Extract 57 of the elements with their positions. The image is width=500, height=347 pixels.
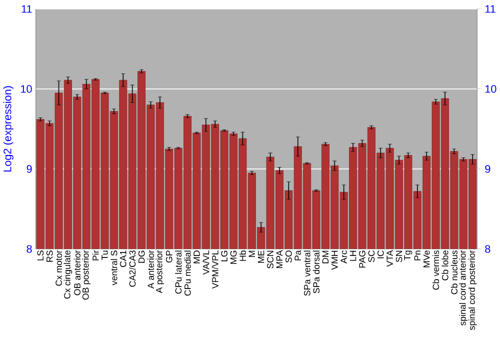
x-tick-label: Cx cingulate xyxy=(64,250,72,299)
x-tick-label: GP xyxy=(166,250,172,262)
x-tick-label: ME xyxy=(258,250,264,263)
x-tick-label: spinal cord anterior xyxy=(459,250,468,326)
x-tick-label: CA2/CA3 xyxy=(129,250,136,287)
x-tick-label: SPa ventral xyxy=(304,250,310,296)
x-tick-label: OB anterior xyxy=(74,250,80,296)
x-tick-label: Cb nucleus xyxy=(450,250,458,294)
x-tick-label: VPM/VPL xyxy=(212,250,218,289)
y2-tick-label: 9 xyxy=(485,165,490,173)
x-tick-label: LG xyxy=(221,250,228,262)
x-tick-label: A posterior xyxy=(156,250,164,294)
y2-tick-label: 10 xyxy=(485,85,496,93)
x-tick-label: Arc xyxy=(340,250,347,264)
x-tick-label: LH xyxy=(350,250,356,261)
x-tick-label: Pir xyxy=(92,250,99,260)
x-tick-label: PAG xyxy=(359,250,366,268)
x-tick-label: SPa dorsal xyxy=(312,250,320,294)
x-tick-label: DM xyxy=(322,250,328,264)
y2-tick-label: 8 xyxy=(485,245,490,253)
x-tick-label: Tu xyxy=(102,250,108,260)
x-tick-label: MPA xyxy=(276,250,283,268)
x-tick-label: MVe xyxy=(423,250,430,268)
y-tick-label: 10 xyxy=(21,85,32,93)
x-tick-label: LS xyxy=(37,250,44,260)
x-tick-label: Tg xyxy=(404,250,412,260)
x-tick-label: M xyxy=(248,250,255,257)
x-tick-label: VMH xyxy=(332,250,338,270)
y-axis-title: Log2 (expression) xyxy=(3,86,14,172)
y-tick-label: 8 xyxy=(26,245,32,253)
x-tick-label: VA/VL xyxy=(202,250,210,275)
x-tick-label: RS xyxy=(46,250,53,262)
x-tick-label: Cb lobe xyxy=(442,250,448,280)
x-tick-label: A anterior xyxy=(147,250,154,289)
x-tick-label: spinal cord posterior xyxy=(468,250,477,330)
x-tick-label: Hb xyxy=(239,250,246,261)
x-tick-label: DG xyxy=(138,250,145,263)
x-tick-label: SCN xyxy=(267,250,274,268)
x-tick-label: OB posterior xyxy=(82,250,91,300)
y-tick-label: 11 xyxy=(22,5,32,13)
x-tick-label: CA1 xyxy=(120,250,126,267)
x-tick-label: SC xyxy=(368,250,375,262)
x-tick-label: MD xyxy=(194,250,200,264)
x-tick-label: Pa xyxy=(294,250,301,260)
x-tick-label: VTA xyxy=(386,250,393,267)
x-tick-label: Pn xyxy=(414,250,420,260)
x-tick-label: CPu medial xyxy=(184,250,191,296)
x-tick-label: MG xyxy=(230,250,237,264)
x-tick-label: SO xyxy=(286,250,292,263)
y2-tick-label: 11 xyxy=(485,5,496,13)
y-tick-label: 9 xyxy=(26,165,32,173)
x-tick-label: ventral S xyxy=(110,250,118,286)
x-tick-label: IC xyxy=(377,250,384,258)
x-tick-label: Cx motor xyxy=(56,250,62,286)
x-tick-label: Cb vermis xyxy=(432,250,440,290)
x-tick-label: SN xyxy=(396,250,402,262)
x-tick-label: CPu lateral xyxy=(175,250,182,294)
